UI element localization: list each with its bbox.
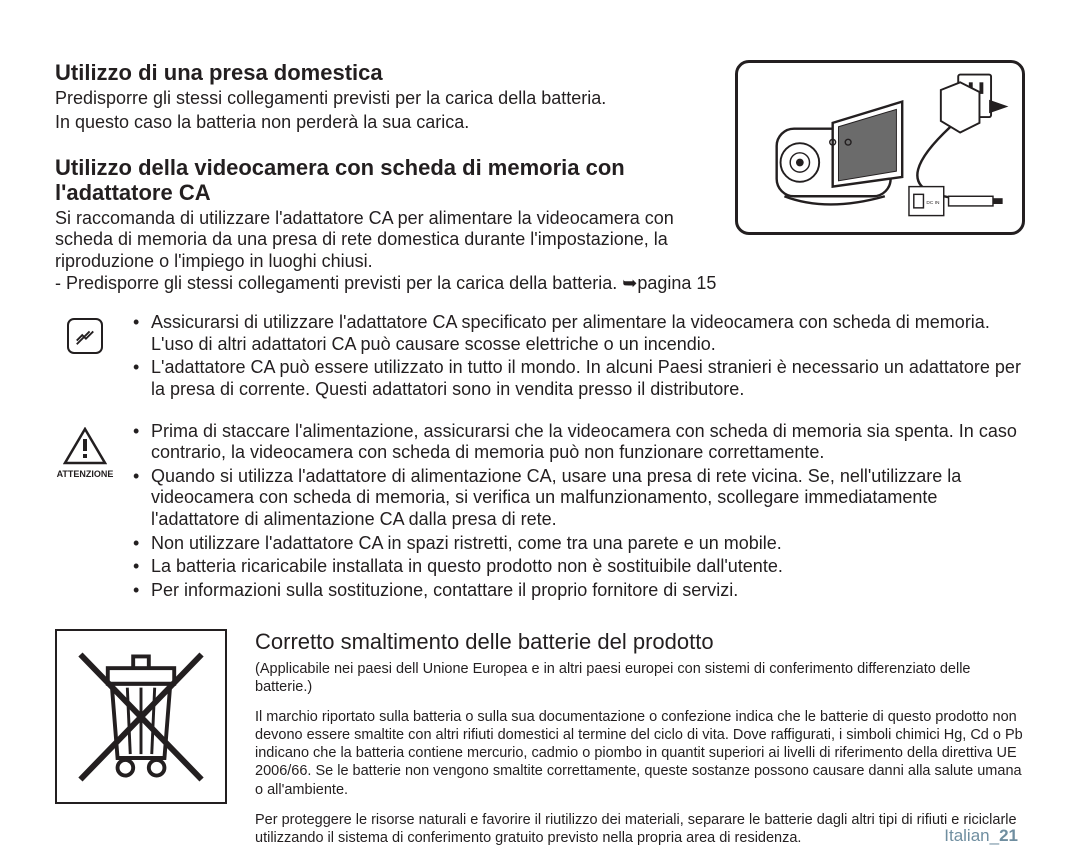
section1-p2: In questo caso la batteria non perderà l…: [55, 112, 715, 134]
section2-title: Utilizzo della videocamera con scheda di…: [55, 155, 715, 206]
note-block: Assicurarsi di utilizzare l'adattatore C…: [55, 312, 1025, 402]
section2-dash: - Predisporre gli stessi collegamenti pr…: [55, 273, 1015, 295]
disposal-title: Corretto smaltimento delle batterie del …: [255, 629, 1025, 655]
section2-p1: Si raccomanda di utilizzare l'adattatore…: [55, 208, 715, 273]
note-icon: [67, 318, 103, 354]
note-item: L'adattatore CA può essere utilizzato in…: [133, 357, 1025, 400]
dc-in-label: DC IN: [926, 200, 940, 206]
disposal-subtitle: (Applicabile nei paesi dell Unione Europ…: [255, 661, 1025, 696]
warn-item: Non utilizzare l'adattatore CA in spazi …: [133, 533, 1025, 555]
warning-list: Prima di staccare l'alimentazione, assic…: [133, 421, 1025, 604]
disposal-block: Corretto smaltimento delle batterie del …: [55, 629, 1025, 859]
footer-lang: Italian_: [944, 826, 999, 845]
page-footer: Italian_21: [944, 826, 1018, 846]
warning-icon: [63, 427, 107, 467]
note-list: Assicurarsi di utilizzare l'adattatore C…: [133, 312, 1025, 402]
section1-title: Utilizzo di una presa domestica: [55, 60, 715, 86]
weee-icon: [55, 629, 227, 804]
section1-p1: Predisporre gli stessi collegamenti prev…: [55, 88, 715, 110]
warn-item: La batteria ricaricabile installata in q…: [133, 556, 1025, 578]
warn-item: Per informazioni sulla sostituzione, con…: [133, 580, 1025, 602]
note-item: Assicurarsi di utilizzare l'adattatore C…: [133, 312, 1025, 355]
footer-page: 21: [999, 826, 1018, 845]
disposal-p2: Per proteggere le risorse naturali e fav…: [255, 811, 1025, 847]
warn-item: Quando si utilizza l'adattatore di alime…: [133, 466, 1025, 531]
power-figure: DC IN: [735, 60, 1025, 235]
warning-block: ATTENZIONE Prima di staccare l'alimentaz…: [55, 421, 1025, 604]
disposal-p1: Il marchio riportato sulla batteria o su…: [255, 708, 1025, 799]
warn-item: Prima di staccare l'alimentazione, assic…: [133, 421, 1025, 464]
warning-label: ATTENZIONE: [57, 469, 114, 479]
